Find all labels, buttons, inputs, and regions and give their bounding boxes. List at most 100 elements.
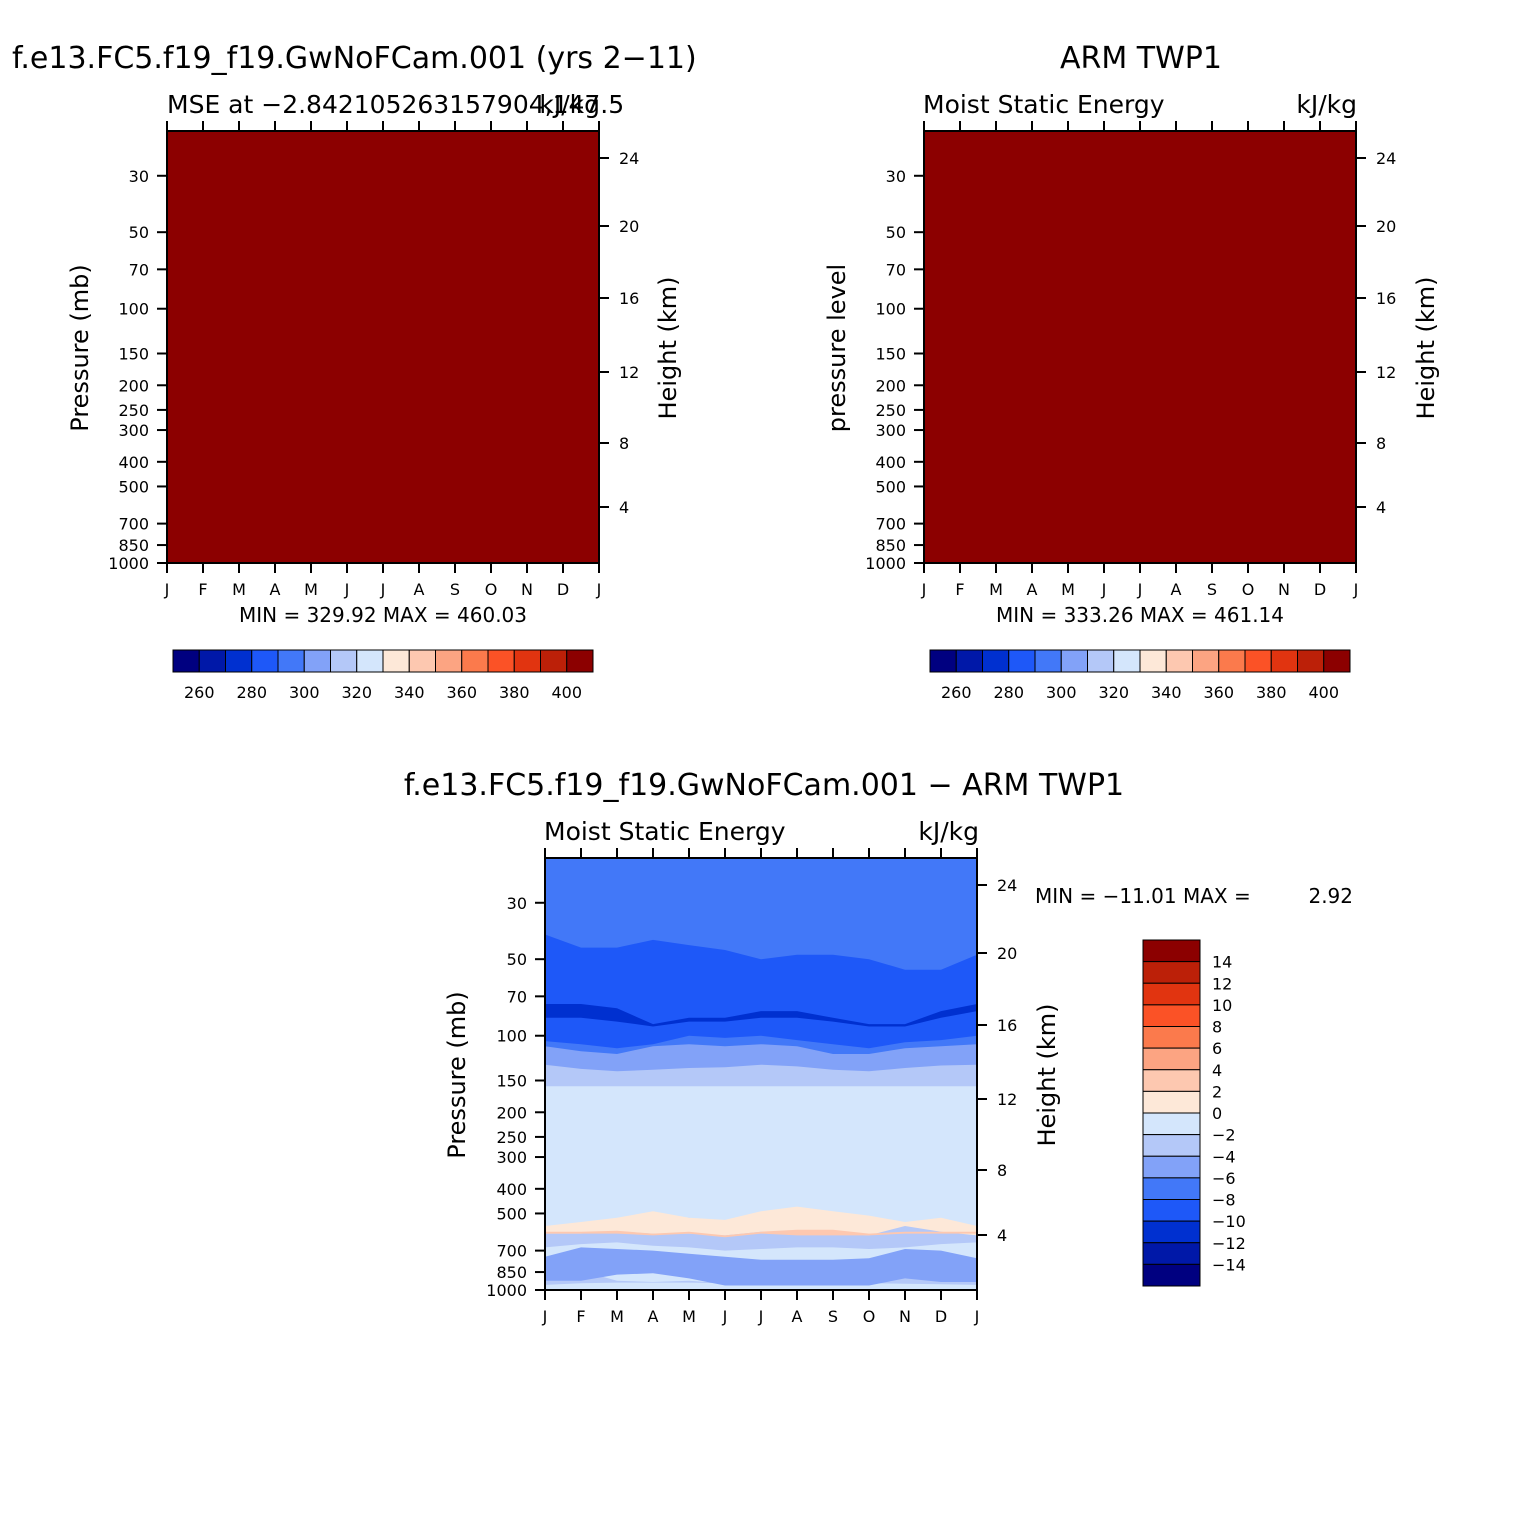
colorbar-swatch	[198, 649, 226, 673]
y-tick-label: 700	[118, 515, 149, 534]
colorbar-label: 280	[236, 683, 267, 702]
y-axis-label: Pressure (mb)	[443, 991, 471, 1158]
x-tick-label: M	[989, 580, 1003, 599]
height-tick-label: 16	[997, 1016, 1017, 1035]
x-tick-label: F	[955, 580, 964, 599]
y-tick-label: 250	[875, 401, 906, 420]
y-tick-label: 1000	[486, 1281, 527, 1300]
colorbar-swatch	[382, 649, 410, 673]
y-tick-label: 200	[118, 376, 149, 395]
x-tick-label: J	[974, 1307, 980, 1326]
height-tick-label: 8	[1376, 434, 1386, 453]
colorbar: 260 280 300 320 340 360 380 400	[929, 649, 1351, 702]
y-tick-label: 250	[118, 401, 149, 420]
colorbar-swatch	[303, 649, 331, 673]
max-value: 2.92	[1308, 884, 1353, 908]
y-tick-label: 30	[129, 167, 149, 186]
colorbar-swatch	[1142, 1112, 1201, 1136]
colorbar-swatch	[955, 649, 983, 673]
panel-units: kJ/kg	[539, 90, 600, 119]
y-tick-label: 50	[507, 950, 527, 969]
colorbar-label: 300	[1046, 683, 1077, 702]
x-tick-label: J	[596, 580, 602, 599]
colorbar-label: 280	[993, 683, 1024, 702]
x-tick-label: J	[1137, 580, 1143, 599]
y-tick-label: 850	[875, 536, 906, 555]
colorbar-swatch	[487, 649, 515, 673]
colorbar-swatch	[330, 649, 358, 673]
colorbar-label: 8	[1212, 1018, 1222, 1037]
height-tick-label: 20	[997, 944, 1017, 963]
height-tick-label: 4	[619, 498, 629, 517]
y-axis-label: Pressure (mb)	[66, 264, 94, 431]
height-tick-label: 12	[619, 363, 639, 382]
colorbar-swatch	[1165, 649, 1193, 673]
colorbar-swatch	[1034, 649, 1062, 673]
colorbar-swatch	[1142, 1177, 1201, 1200]
x-tick-label: A	[270, 580, 281, 599]
min-max-stats: MIN = 333.26 MAX = 461.14	[996, 603, 1284, 627]
colorbar-label: −12	[1212, 1234, 1246, 1253]
colorbar-label: 340	[1151, 683, 1182, 702]
colorbar-label: 260	[941, 683, 972, 702]
y-tick-label: 50	[129, 223, 149, 242]
height-tick-label: 24	[619, 149, 639, 168]
y-tick-label: 300	[118, 421, 149, 440]
colorbar-swatch	[1142, 1199, 1201, 1222]
y-tick-label: 400	[496, 1180, 527, 1199]
x-tick-label: N	[521, 580, 533, 599]
y-tick-label: 1000	[865, 554, 906, 573]
x-tick-label: J	[542, 1307, 548, 1326]
y-axis-label-right: Height (km)	[654, 277, 682, 420]
x-tick-label: J	[722, 1307, 728, 1326]
panel-subtitle: Moist Static Energy	[923, 90, 1165, 119]
panel-title: f.e13.FC5.f19_f19.GwNoFCam.001 (yrs 2−11…	[12, 41, 697, 76]
colorbar-swatch	[277, 649, 305, 673]
colorbar-swatch	[1192, 649, 1220, 673]
contour-band	[545, 1206, 977, 1236]
x-tick-label: M	[304, 580, 318, 599]
y-tick-label: 500	[496, 1204, 527, 1223]
x-tick-label: D	[1314, 580, 1326, 599]
colorbar-swatch	[408, 649, 436, 673]
x-tick-label: J	[344, 580, 350, 599]
colorbar-label: 340	[394, 683, 425, 702]
colorbar-swatch	[1142, 1155, 1201, 1179]
colorbar-label: 260	[184, 683, 215, 702]
y-tick-label: 30	[507, 894, 527, 913]
height-tick-label: 4	[1376, 498, 1386, 517]
y-tick-label: 500	[875, 477, 906, 496]
panel-subtitle: MSE at −2.842105263157904,147.5	[167, 90, 624, 119]
x-tick-label: O	[1242, 580, 1255, 599]
colorbar: 14 12 10 8 6 4 2 0 −2 −4 −6 −8 −10 −12 −14	[1142, 939, 1246, 1287]
panel-units: kJ/kg	[1296, 90, 1357, 119]
colorbar-swatch	[1008, 649, 1036, 673]
colorbar-swatch	[1142, 982, 1201, 1006]
x-tick-label: J	[1101, 580, 1107, 599]
x-tick-label: A	[792, 1307, 803, 1326]
colorbar-swatch	[1142, 1069, 1201, 1092]
colorbar-label: −10	[1212, 1212, 1246, 1231]
colorbar-swatch	[1139, 649, 1167, 673]
y-tick-label: 850	[496, 1263, 527, 1282]
x-tick-label: J	[758, 1307, 764, 1326]
x-tick-label: N	[1278, 580, 1290, 599]
x-tick-label: M	[610, 1307, 624, 1326]
contour-band	[545, 1004, 977, 1027]
colorbar-label: 360	[1203, 683, 1234, 702]
colorbar-label: −8	[1212, 1191, 1236, 1210]
colorbar-swatch	[225, 649, 253, 673]
contour-band	[545, 934, 977, 1049]
y-tick-label: 850	[118, 536, 149, 555]
contour-band	[545, 1086, 977, 1232]
y-tick-label: 400	[875, 453, 906, 472]
height-tick-label: 24	[1376, 149, 1396, 168]
colorbar-swatch	[172, 649, 200, 673]
x-tick-label: A	[1171, 580, 1182, 599]
colorbar-swatch	[540, 649, 568, 673]
x-tick-label: A	[414, 580, 425, 599]
y-tick-label: 100	[875, 300, 906, 319]
